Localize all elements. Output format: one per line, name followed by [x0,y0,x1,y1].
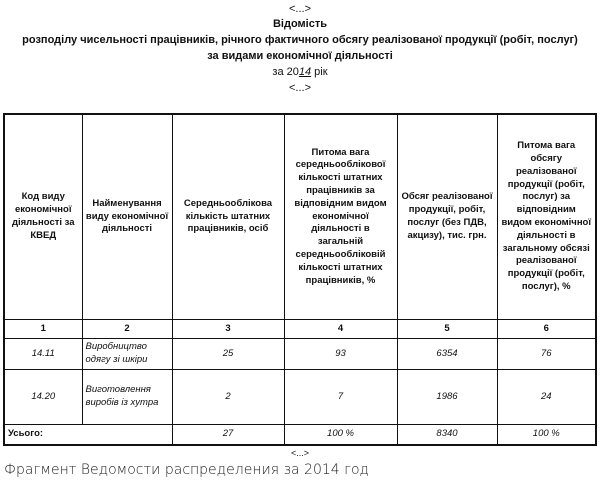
column-number: 6 [496,319,597,339]
table-row: 14.20 Виготовлення виробів із хутра 2 7 … [3,369,597,425]
cell-volume: 1986 [396,369,498,425]
cell-employees-share: 7 [283,369,398,425]
document-title: Відомість [272,18,328,30]
column-number: 3 [171,319,285,339]
col-header-name: Найменування виду економічної діяльності [81,113,173,320]
ellipsis-top: <...> [288,3,312,15]
year-line: за 2014 рік [0,66,600,78]
document-subtitle-1: розподілу чисельності працівників, річно… [22,34,578,46]
total-row: Усього: 27 100 % 8340 100 % [3,424,597,446]
col-header-volume-share: Питома вага обсягу реалізованої продукці… [496,113,597,320]
year-word: рік [311,66,328,78]
year-value: 14 [298,66,312,78]
column-number: 5 [396,319,498,339]
cell-code: 14.20 [3,369,83,425]
header-row: Код виду економічної діяльності за КВЕД … [3,113,597,320]
cell-code: 14.11 [3,338,83,370]
distribution-table: Код виду економічної діяльності за КВЕД … [3,113,597,446]
column-number-row: 1 2 3 4 5 6 [3,319,597,339]
total-volume-share: 100 % [496,424,597,446]
cell-name: Виробництво одягу зі шкіри [81,338,173,370]
cell-volume-share: 24 [496,369,597,425]
col-header-code: Код виду економічної діяльності за КВЕД [3,113,83,320]
year-prefix: за 20 [272,66,299,78]
col-header-employees: Середньооблікова кількість штатних праці… [171,113,285,320]
cell-employees: 2 [171,369,285,425]
figure-caption: Фрагмент Ведомости распределения за 2014… [4,462,370,478]
document-subtitle-2: за видами економічної діяльності [207,50,393,62]
total-label: Усього: [3,424,173,446]
table-row: 14.11 Виробництво одягу зі шкіри 25 93 6… [3,338,597,370]
ellipsis-footer: <...> [290,448,309,458]
cell-employees: 25 [171,338,285,370]
total-employees-share: 100 % [283,424,398,446]
col-header-employees-share: Питома вага середньооблікової кількості … [283,113,398,320]
total-volume: 8340 [396,424,498,446]
column-number: 4 [283,319,398,339]
column-number: 1 [3,319,83,339]
cell-employees-share: 93 [283,338,398,370]
cell-name: Виготовлення виробів із хутра [81,369,173,425]
total-employees: 27 [171,424,285,446]
col-header-volume: Обсяг реалізованої продукції, робіт, пос… [396,113,498,320]
cell-volume: 6354 [396,338,498,370]
column-number: 2 [81,319,173,339]
cell-volume-share: 76 [496,338,597,370]
ellipsis-bottom: <...> [288,82,312,94]
